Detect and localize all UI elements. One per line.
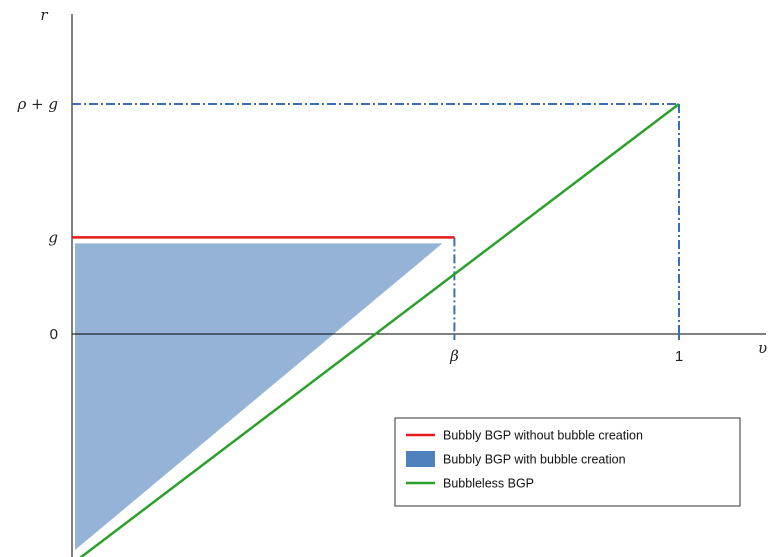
x-axis-label: υ [758, 339, 767, 357]
legend-label-1: Bubbly BGP without bubble creation [443, 429, 643, 443]
x-tick-label-1: β [449, 347, 459, 365]
y-tick-label-3: 0 [50, 326, 58, 343]
y-tick-label-2: g [48, 228, 58, 246]
legend-box [394, 417, 741, 507]
x-tick-label-2: 1 [675, 348, 683, 365]
legend-label-2: Bubbly BGP with bubble creation [443, 453, 626, 467]
series-line-2 [79, 103, 680, 557]
y-tick-label-1: ρ + g [16, 95, 58, 113]
legend-label-3: Bubbleless BGP [443, 477, 534, 491]
legend-swatch-2 [406, 451, 435, 467]
shaded-area-bubble-creation [75, 243, 443, 550]
y-axis-label: r [40, 6, 48, 24]
